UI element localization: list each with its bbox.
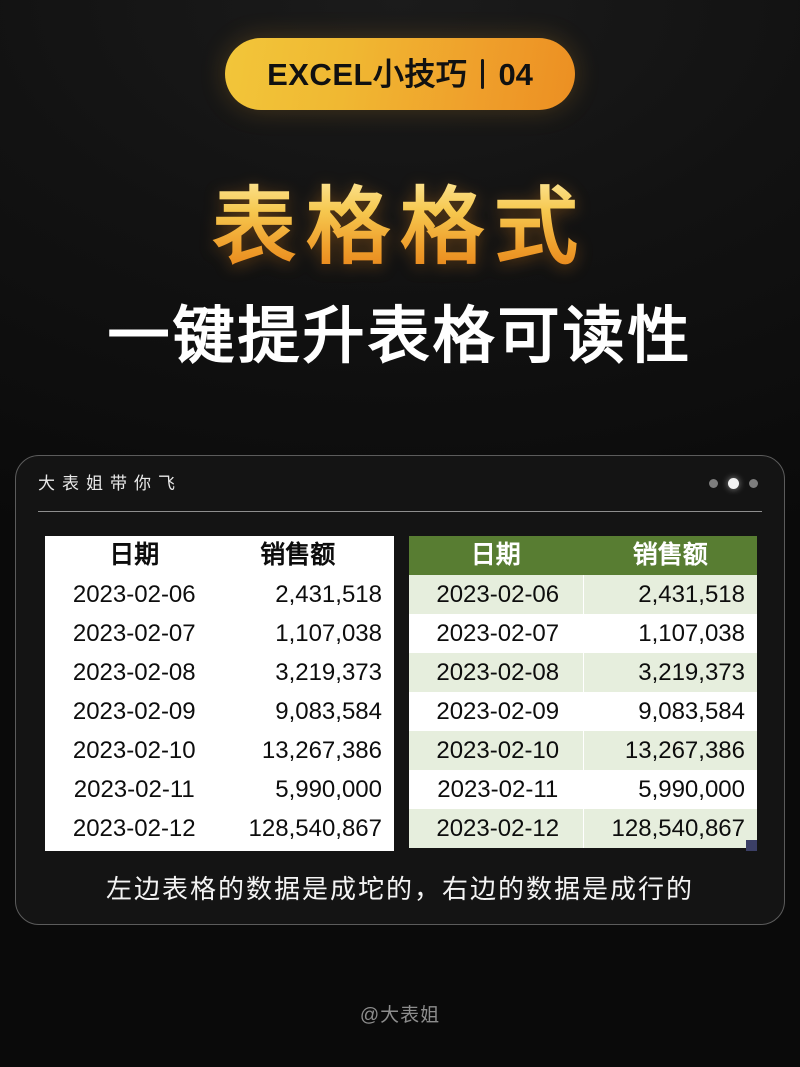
table-row: 2023-02-12 128,540,867 bbox=[409, 809, 757, 848]
badge-separator-icon bbox=[481, 59, 485, 89]
table-row: 2023-02-06 2,431,518 bbox=[45, 575, 394, 614]
table-header-row: 日期 销售额 bbox=[409, 536, 757, 575]
plain-table-panel: 日期 销售额 2023-02-06 2,431,518 2023-02-07 1… bbox=[45, 536, 394, 851]
cell-date: 2023-02-06 bbox=[45, 575, 220, 614]
cell-sales: 9,083,584 bbox=[219, 692, 394, 731]
footer-watermark: @大表姐 bbox=[359, 1005, 441, 1026]
styled-col-header-sales: 销售额 bbox=[583, 536, 757, 575]
page-subtitle: 一键提升表格可读性 bbox=[107, 302, 693, 371]
cell-date: 2023-02-08 bbox=[45, 653, 220, 692]
cell-sales: 13,267,386 bbox=[219, 731, 394, 770]
styled-table-panel: 日期 销售额 2023-02-06 2,431,518 2023-02-07 1… bbox=[409, 536, 757, 851]
cell-date: 2023-02-11 bbox=[45, 770, 220, 809]
demo-card: 大表姐带你飞 日期 销售额 bbox=[15, 455, 785, 925]
table-row: 2023-02-09 9,083,584 bbox=[409, 692, 757, 731]
card-header-title: 大表姐带你飞 bbox=[38, 474, 182, 493]
table-row: 2023-02-11 5,990,000 bbox=[45, 770, 394, 809]
cell-date: 2023-02-11 bbox=[409, 770, 584, 809]
plain-col-header-date: 日期 bbox=[45, 536, 220, 575]
badge-label: EXCEL小技巧 bbox=[267, 56, 468, 92]
table-row: 2023-02-10 13,267,386 bbox=[409, 731, 757, 770]
badge-number: 04 bbox=[498, 56, 533, 92]
cell-sales: 3,219,373 bbox=[219, 653, 394, 692]
cell-date: 2023-02-07 bbox=[45, 614, 220, 653]
cell-date: 2023-02-10 bbox=[45, 731, 220, 770]
cell-sales: 1,107,038 bbox=[219, 614, 394, 653]
styled-col-header-date: 日期 bbox=[409, 536, 584, 575]
window-dot-icon bbox=[728, 478, 739, 489]
cell-sales: 3,219,373 bbox=[583, 653, 757, 692]
plain-col-header-sales: 销售额 bbox=[219, 536, 394, 575]
cell-sales: 1,107,038 bbox=[583, 614, 757, 653]
cell-sales: 128,540,867 bbox=[583, 809, 757, 848]
card-header: 大表姐带你飞 bbox=[38, 456, 762, 512]
selection-handle-icon bbox=[746, 840, 757, 851]
series-badge: EXCEL小技巧 04 bbox=[225, 38, 575, 110]
table-row: 2023-02-07 1,107,038 bbox=[409, 614, 757, 653]
cell-date: 2023-02-09 bbox=[45, 692, 220, 731]
tables-comparison: 日期 销售额 2023-02-06 2,431,518 2023-02-07 1… bbox=[45, 536, 757, 851]
cell-date: 2023-02-08 bbox=[409, 653, 584, 692]
cell-sales: 9,083,584 bbox=[583, 692, 757, 731]
table-row: 2023-02-08 3,219,373 bbox=[409, 653, 757, 692]
plain-table: 日期 销售额 2023-02-06 2,431,518 2023-02-07 1… bbox=[45, 536, 394, 848]
window-dot-icon bbox=[709, 479, 718, 488]
cell-sales: 5,990,000 bbox=[219, 770, 394, 809]
table-row: 2023-02-11 5,990,000 bbox=[409, 770, 757, 809]
cell-date: 2023-02-12 bbox=[409, 809, 584, 848]
cell-sales: 13,267,386 bbox=[583, 731, 757, 770]
card-caption: 左边表格的数据是成坨的，右边的数据是成行的 bbox=[105, 874, 694, 904]
cell-date: 2023-02-12 bbox=[45, 809, 220, 848]
page-title: 表格格式 bbox=[0, 183, 800, 271]
window-dot-icon bbox=[749, 479, 758, 488]
table-row: 2023-02-06 2,431,518 bbox=[409, 575, 757, 614]
window-dots bbox=[709, 478, 762, 489]
cell-date: 2023-02-07 bbox=[409, 614, 584, 653]
table-row: 2023-02-07 1,107,038 bbox=[45, 614, 394, 653]
table-row: 2023-02-09 9,083,584 bbox=[45, 692, 394, 731]
cell-sales: 5,990,000 bbox=[583, 770, 757, 809]
badge-container: EXCEL小技巧 04 bbox=[0, 38, 800, 110]
cell-sales: 128,540,867 bbox=[219, 809, 394, 848]
cell-sales: 2,431,518 bbox=[583, 575, 757, 614]
styled-table: 日期 销售额 2023-02-06 2,431,518 2023-02-07 1… bbox=[409, 536, 757, 848]
cell-date: 2023-02-06 bbox=[409, 575, 584, 614]
table-row: 2023-02-12 128,540,867 bbox=[45, 809, 394, 848]
cell-date: 2023-02-09 bbox=[409, 692, 584, 731]
cell-sales: 2,431,518 bbox=[219, 575, 394, 614]
cell-date: 2023-02-10 bbox=[409, 731, 584, 770]
table-row: 2023-02-08 3,219,373 bbox=[45, 653, 394, 692]
table-header-row: 日期 销售额 bbox=[45, 536, 394, 575]
table-row: 2023-02-10 13,267,386 bbox=[45, 731, 394, 770]
